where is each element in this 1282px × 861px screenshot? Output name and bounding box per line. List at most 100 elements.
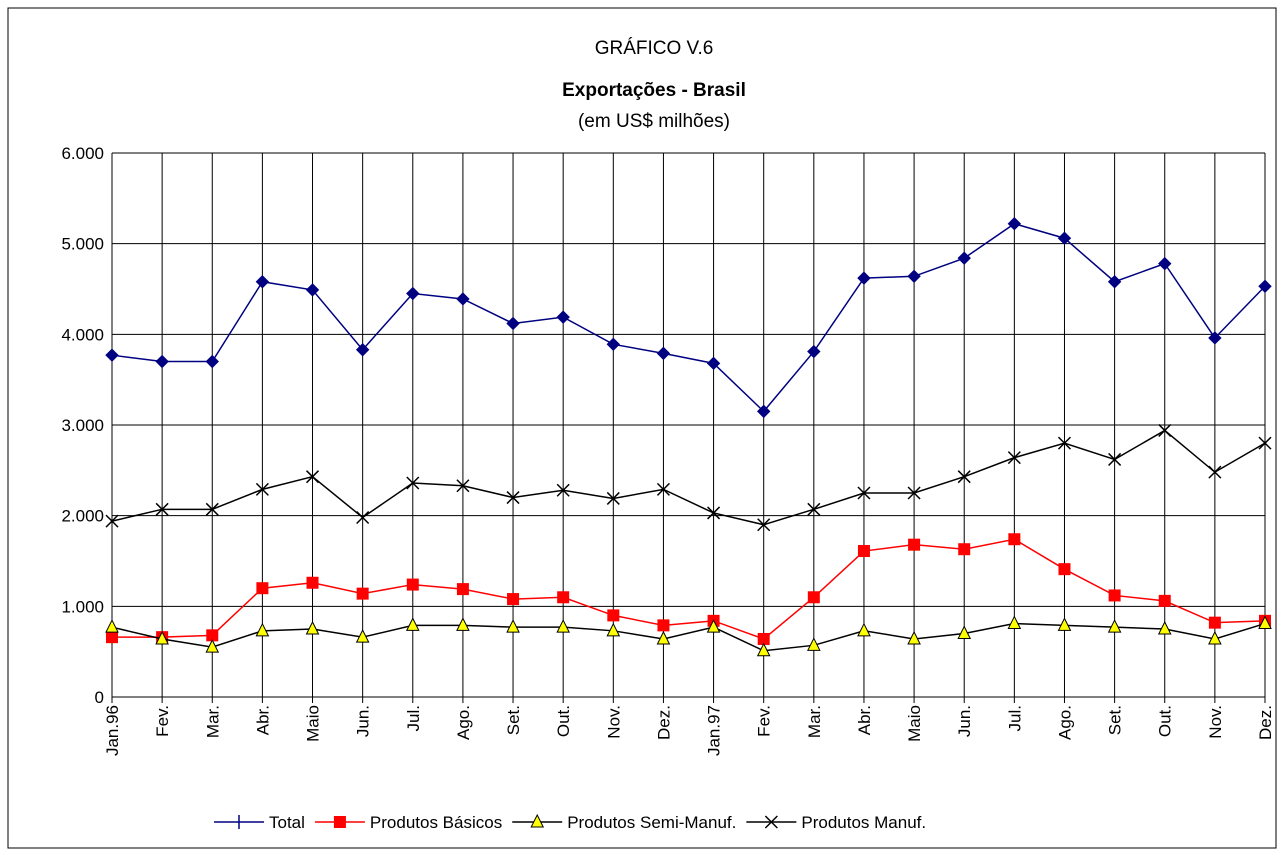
- x-tick-label: Nov.: [1206, 705, 1225, 739]
- point: [707, 506, 721, 520]
- point: [607, 609, 620, 622]
- x-tick-label: Jun.: [955, 705, 974, 737]
- point: [907, 630, 921, 645]
- point: [1258, 279, 1272, 293]
- point: [255, 275, 270, 289]
- x-tick-label: Dez.: [654, 705, 673, 740]
- point: [305, 470, 320, 484]
- point: [456, 617, 470, 631]
- point: [1108, 452, 1122, 466]
- point: [957, 625, 972, 640]
- point: [155, 630, 169, 645]
- y-axis-label: (em US$ milhões): [578, 111, 730, 132]
- point: [756, 642, 771, 657]
- point: [305, 620, 320, 635]
- legend: Total Produtos Básicos Produtos Semi-Manuf…: [214, 813, 926, 832]
- point: [155, 354, 169, 369]
- point: [306, 576, 319, 589]
- point: [1157, 620, 1172, 635]
- point: [206, 629, 219, 642]
- point: [1258, 436, 1272, 450]
- point: [106, 631, 118, 644]
- x-tick-label: Out.: [554, 705, 573, 737]
- point: [355, 629, 370, 643]
- point: [1107, 619, 1122, 633]
- point: [456, 479, 470, 493]
- point: [1208, 630, 1222, 645]
- chart-title: GRÁFICO V.6: [595, 38, 714, 59]
- legend-marker: [764, 815, 778, 829]
- point: [1008, 533, 1021, 546]
- point: [606, 337, 621, 352]
- point: [606, 622, 621, 637]
- point: [857, 486, 871, 500]
- x-tick-label: Mar.: [805, 705, 824, 738]
- point: [406, 578, 419, 591]
- x-tick-label: Jan.96: [103, 705, 122, 756]
- x-tick-label: Dez.: [1256, 705, 1275, 740]
- x-tick-label: Out.: [1156, 705, 1175, 737]
- x-tick-label: Maio: [905, 705, 924, 742]
- series-line: [111, 622, 1266, 652]
- point: [506, 316, 520, 331]
- point: [205, 639, 220, 653]
- point: [957, 470, 971, 484]
- y-tick-label: 5.000: [61, 235, 104, 254]
- point: [957, 251, 971, 265]
- x-tick-label: Set.: [1106, 705, 1125, 735]
- point: [556, 310, 570, 324]
- point: [656, 482, 670, 496]
- chart-border: [7, 7, 1277, 849]
- y-tick-label: 0: [95, 688, 104, 707]
- point: [656, 630, 671, 645]
- point: [657, 619, 670, 632]
- point: [807, 344, 821, 359]
- y-tick-label: 6.000: [61, 144, 104, 163]
- point: [807, 591, 820, 604]
- point: [656, 346, 671, 361]
- point: [807, 637, 821, 651]
- legend-label: Produtos Semi-Manuf.: [567, 813, 736, 832]
- point: [155, 502, 169, 516]
- x-tick-label: Abr.: [253, 705, 272, 735]
- point: [907, 486, 921, 500]
- legend-marker: [333, 816, 346, 828]
- point: [757, 518, 771, 532]
- series-line: [112, 538, 1266, 640]
- point: [1158, 594, 1171, 607]
- point: [1208, 616, 1221, 629]
- point: [556, 619, 570, 633]
- point: [857, 622, 871, 637]
- point: [405, 617, 420, 631]
- x-tick-label: Jul.: [404, 705, 423, 731]
- x-tick-label: Abr.: [855, 705, 874, 735]
- point: [756, 404, 771, 419]
- point: [556, 483, 570, 497]
- point: [1258, 615, 1272, 630]
- point: [1057, 231, 1072, 245]
- y-tick-label: 1.000: [61, 597, 104, 616]
- point: [1158, 256, 1172, 271]
- point: [1057, 436, 1072, 450]
- point: [356, 587, 369, 600]
- point: [506, 619, 520, 633]
- point: [1158, 423, 1172, 437]
- y-tick-label: 3.000: [61, 416, 104, 435]
- x-tick-label: Ago.: [1055, 705, 1074, 740]
- y-tick-label: 4.000: [61, 325, 104, 344]
- x-tick-label: Jun.: [354, 705, 373, 737]
- point: [907, 269, 921, 284]
- point: [706, 356, 721, 371]
- chart-subtitle: Exportações - Brasil: [562, 80, 746, 101]
- x-tick-label: Mar.: [203, 705, 222, 738]
- point: [406, 476, 420, 490]
- point: [908, 538, 921, 551]
- legend-label: Produtos Manuf.: [801, 813, 926, 832]
- point: [857, 271, 871, 285]
- point: [305, 283, 320, 297]
- point: [1007, 451, 1021, 465]
- x-tick-label: Jan.97: [705, 705, 724, 756]
- point: [506, 491, 520, 505]
- point: [958, 543, 971, 556]
